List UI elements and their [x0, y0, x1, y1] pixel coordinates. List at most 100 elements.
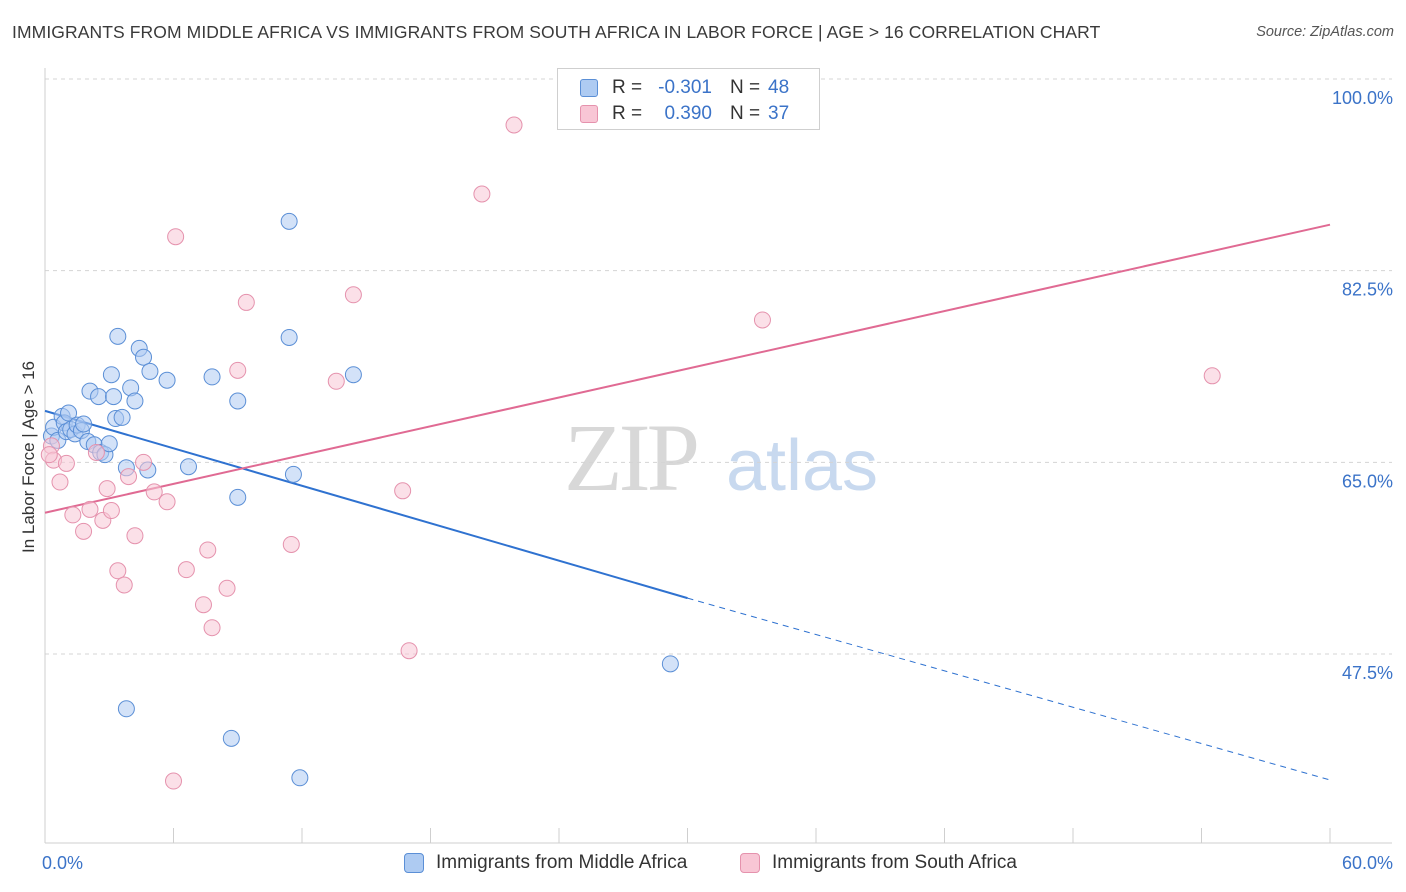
point-south-africa: [1203, 367, 1221, 385]
legend-n-label: N =: [730, 77, 761, 98]
point-south-africa: [229, 361, 247, 379]
point-south-africa: [40, 446, 58, 464]
point-south-africa: [109, 562, 127, 580]
legend-label: Immigrants from Middle Africa: [436, 852, 688, 873]
point-middle-africa: [229, 392, 247, 410]
series-legend: Immigrants from Middle Africa Immigrants…: [0, 852, 1406, 878]
point-south-africa: [237, 293, 255, 311]
y-tick-label: 47.5%: [1342, 663, 1393, 683]
point-south-africa: [81, 500, 99, 518]
point-south-africa: [167, 228, 185, 246]
point-south-africa: [394, 482, 412, 500]
point-south-africa: [282, 535, 300, 553]
point-middle-africa: [158, 371, 176, 389]
point-middle-africa: [280, 212, 298, 230]
legend-n-value: 48: [768, 77, 790, 98]
point-middle-africa: [126, 392, 144, 410]
chart-title: IMMIGRANTS FROM MIDDLE AFRICA VS IMMIGRA…: [12, 22, 1101, 42]
legend-r-value: -0.301: [658, 77, 712, 98]
point-south-africa: [158, 493, 176, 511]
point-middle-africa: [661, 655, 679, 673]
y-tick-label: 100.0%: [1332, 88, 1393, 108]
point-middle-africa: [105, 388, 123, 406]
legend-swatch-blue: [404, 853, 424, 873]
legend-row-south-africa: R = 0.390 N = 37: [580, 102, 789, 126]
point-south-africa: [87, 443, 105, 461]
point-south-africa: [115, 576, 133, 594]
point-middle-africa: [75, 415, 93, 433]
point-middle-africa: [141, 362, 159, 380]
point-middle-africa: [90, 388, 108, 406]
point-south-africa: [473, 185, 491, 203]
legend-r-label: R =: [612, 77, 643, 98]
legend-n-value: 37: [768, 103, 790, 124]
point-middle-africa: [102, 366, 120, 384]
legend-swatch-pink: [580, 105, 598, 123]
point-south-africa: [102, 502, 120, 520]
legend-swatch-blue: [580, 79, 598, 97]
point-south-africa: [203, 619, 221, 637]
legend-row-middle-africa: R = -0.301 N = 48: [580, 76, 789, 100]
point-south-africa: [75, 522, 93, 540]
point-south-africa: [51, 473, 69, 491]
point-south-africa: [400, 642, 418, 660]
watermark-atlas: atlas: [726, 426, 878, 506]
point-south-africa: [126, 527, 144, 545]
point-south-africa: [57, 454, 75, 472]
point-south-africa: [165, 772, 182, 790]
trend-line-middle-africa-extrapolated: [687, 597, 1331, 781]
point-south-africa: [344, 286, 362, 304]
watermark: ZIP atlas: [564, 404, 878, 511]
legend-r-value: 0.390: [664, 103, 712, 124]
point-middle-africa: [229, 488, 247, 506]
point-south-africa: [135, 453, 153, 471]
point-south-africa: [194, 596, 212, 614]
point-middle-africa: [344, 366, 362, 384]
legend-r-label: R =: [612, 103, 643, 124]
point-middle-africa: [203, 368, 221, 386]
point-south-africa: [199, 541, 217, 559]
x-tick-label: 60.0%: [1342, 853, 1393, 873]
point-south-africa: [64, 506, 82, 524]
y-tick-label: 65.0%: [1342, 471, 1393, 491]
trend-line-south-africa: [44, 223, 1331, 514]
legend-swatch-pink: [740, 853, 760, 873]
axes: [44, 68, 1392, 844]
x-tick-labels: 0.0% 60.0%: [42, 853, 1393, 873]
y-tick-label: 82.5%: [1342, 280, 1393, 300]
point-south-africa: [218, 579, 236, 597]
x-tick-label: 0.0%: [42, 853, 83, 873]
point-south-africa: [327, 372, 345, 390]
point-south-africa: [177, 561, 195, 579]
watermark-zip: ZIP: [564, 404, 697, 511]
point-south-africa: [145, 483, 163, 501]
point-middle-africa: [135, 348, 153, 366]
y-tick-labels: 100.0% 82.5% 65.0% 47.5%: [1332, 88, 1393, 683]
point-middle-africa: [284, 465, 302, 483]
data-points: [40, 116, 1221, 790]
point-middle-africa: [117, 700, 135, 718]
source-label: Source: ZipAtlas.com: [1256, 24, 1394, 40]
point-south-africa: [98, 480, 116, 498]
stats-legend: R = -0.301 N = 48 R = 0.390 N = 37: [557, 68, 820, 130]
point-south-africa: [753, 311, 771, 329]
point-middle-africa: [179, 458, 197, 476]
grid: [45, 78, 1392, 655]
trend-line-middle-africa: [44, 409, 688, 600]
point-middle-africa: [280, 328, 298, 346]
y-axis-title: In Labor Force | Age > 16: [19, 361, 38, 553]
point-middle-africa: [60, 404, 78, 422]
legend-item-south-africa[interactable]: Immigrants from South Africa: [740, 852, 1017, 874]
point-middle-africa: [113, 408, 131, 426]
legend-n-label: N =: [730, 103, 761, 124]
point-south-africa: [120, 468, 138, 486]
point-south-africa: [505, 116, 523, 134]
trend-lines: [44, 223, 1331, 781]
point-middle-africa: [100, 435, 118, 453]
legend-label: Immigrants from South Africa: [772, 852, 1017, 873]
point-middle-africa: [291, 769, 309, 787]
legend-item-middle-africa[interactable]: Immigrants from Middle Africa: [404, 852, 687, 874]
point-middle-africa: [222, 729, 240, 747]
point-middle-africa: [109, 327, 127, 345]
